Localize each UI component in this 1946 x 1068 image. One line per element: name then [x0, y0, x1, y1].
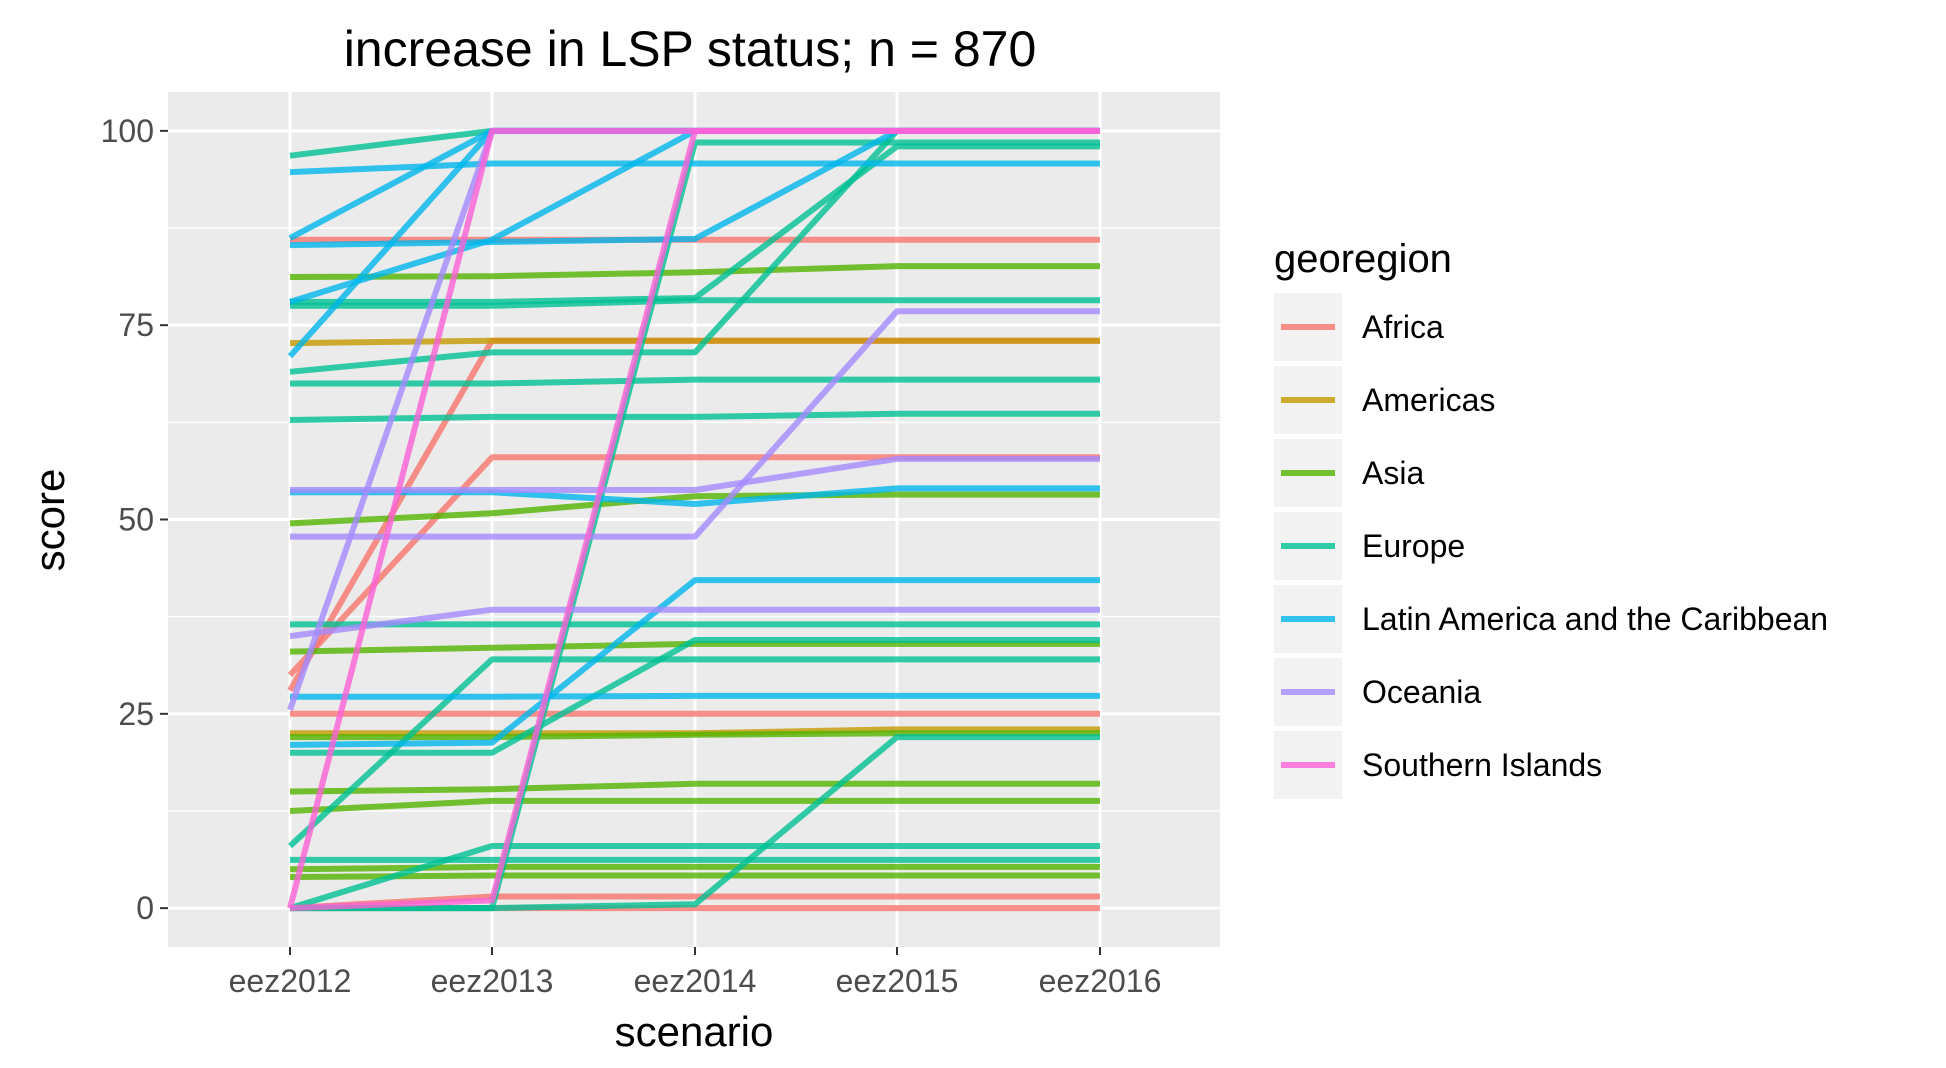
series-line	[289, 780, 1100, 795]
legend-label: Americas	[1362, 382, 1495, 418]
y-tick-label: 0	[136, 890, 154, 926]
series-line	[289, 491, 1100, 527]
legend-label: Europe	[1362, 528, 1465, 564]
series-line	[289, 640, 1100, 655]
series-line	[289, 606, 1100, 640]
legend-label: Africa	[1362, 309, 1444, 345]
series-line	[290, 730, 1100, 741]
y-tick-label: 25	[118, 696, 154, 732]
series-line	[290, 692, 1100, 700]
legend: georegion Africa Americas Asia Europe Latin …	[1274, 237, 1828, 799]
x-tick-label: eez2015	[836, 963, 959, 999]
series-line	[289, 337, 1100, 347]
series-line	[287, 656, 1100, 849]
series-line	[289, 843, 1100, 911]
chart-title: increase in LSP status; n = 870	[344, 21, 1037, 77]
series-lines	[287, 127, 1100, 912]
series-line	[289, 872, 1100, 880]
series-line	[290, 455, 1100, 493]
legend-label: Asia	[1362, 455, 1424, 491]
series-line	[289, 127, 1100, 912]
series-line	[289, 577, 1100, 748]
y-tick-label: 50	[118, 502, 154, 538]
y-axis: 0 25 50 75 100	[101, 113, 168, 926]
x-tick-label: eez2012	[229, 963, 352, 999]
legend-label: Oceania	[1362, 674, 1481, 710]
y-tick-label: 75	[118, 307, 154, 343]
series-line	[290, 308, 1100, 540]
legend-label: Latin America and the Caribbean	[1362, 601, 1828, 637]
series-line	[289, 410, 1100, 423]
series-line	[289, 263, 1100, 280]
x-tick-label: eez2014	[634, 963, 757, 999]
series-line	[290, 297, 1100, 309]
y-tick-label: 100	[101, 113, 154, 149]
series-line	[289, 797, 1100, 814]
x-tick-label: eez2013	[431, 963, 554, 999]
x-axis: eez2012 eez2013 eez2014 eez2015 eez2016	[229, 947, 1162, 999]
x-tick-label: eez2016	[1039, 963, 1162, 999]
x-axis-title: scenario	[615, 1008, 774, 1055]
y-axis-title: score	[26, 469, 73, 572]
series-line	[290, 637, 1100, 756]
legend-title: georegion	[1274, 237, 1452, 281]
legend-label: Southern Islands	[1362, 747, 1602, 783]
